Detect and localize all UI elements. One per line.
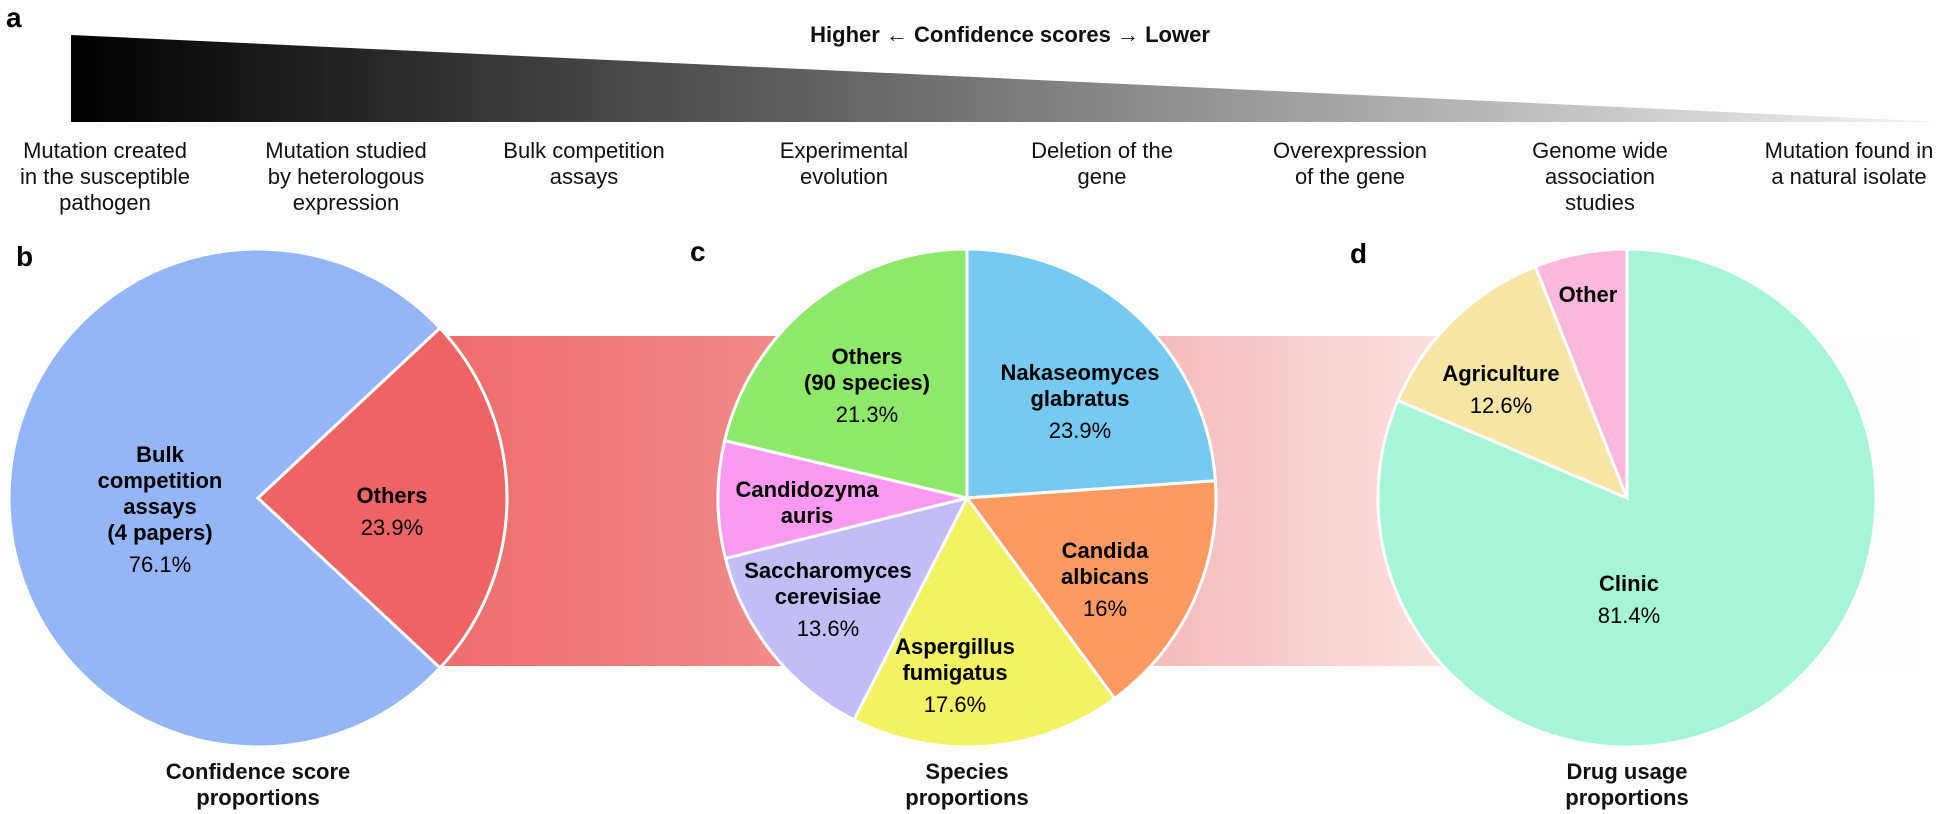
- slice-name: Other: [1558, 282, 1618, 307]
- level-label: Deletion of the gene: [1031, 138, 1173, 189]
- slice-name: Saccharomyces cerevisiae: [744, 558, 912, 609]
- level-label: Mutation found in a natural isolate: [1764, 138, 1934, 189]
- level-label: Genome wide association studies: [1532, 138, 1668, 215]
- slice-name: Clinic: [1599, 571, 1659, 596]
- slice-label: Bulk competition assays (4 papers) 76.1%: [98, 442, 223, 578]
- slice-value: 12.6%: [1469, 393, 1533, 418]
- slice-value: 21.3%: [835, 402, 899, 427]
- scale-title: Higher ← Confidence scores → Lower: [810, 22, 1210, 47]
- slice-label: Candida albicans 16%: [1061, 538, 1149, 622]
- chart-title: Species proportions: [905, 759, 1029, 810]
- pie-slice: [7, 247, 443, 749]
- slice-label: Aspergillus fumigatus 17.6%: [895, 634, 1015, 718]
- panel-label: d: [1350, 238, 1368, 269]
- pie-slice: [716, 438, 968, 561]
- slice-name: Bulk competition assays (4 papers): [97, 442, 223, 545]
- slice-label: Others (90 species) 21.3%: [804, 344, 930, 428]
- slice-name: Others (90 species): [804, 344, 930, 395]
- pie-slice: [1395, 264, 1630, 501]
- pie-slice: [965, 247, 1218, 500]
- panel-label: c: [690, 236, 706, 267]
- slice-label: Candidozyma auris: [735, 477, 878, 529]
- slice-value: 16%: [1082, 596, 1128, 621]
- slice-label: Other: [1559, 282, 1618, 308]
- panel-label: b: [16, 241, 34, 272]
- pie-slice: [722, 247, 969, 500]
- level-label: Experimental evolution: [779, 138, 909, 189]
- slice-name: Others: [356, 483, 428, 508]
- pie-slice: [851, 495, 1117, 749]
- slice-value: 23.9%: [1048, 418, 1112, 443]
- slice-label: Saccharomyces cerevisiae 13.6%: [744, 558, 912, 642]
- slice-name: Candidozyma auris: [735, 477, 879, 528]
- slice-label: Clinic 81.4%: [1598, 571, 1660, 629]
- pie-slice: [255, 325, 509, 670]
- confidence-gradient: [71, 35, 1941, 122]
- slice-label: Others 23.9%: [357, 483, 428, 541]
- slice-label: Nakaseomyces glabratus 23.9%: [1000, 360, 1159, 444]
- chart-title: Confidence score proportions: [165, 759, 351, 810]
- pie-slice: [723, 495, 970, 722]
- level-label: Overexpression of the gene: [1272, 138, 1428, 189]
- chart-title: Drug usage proportions: [1565, 759, 1689, 810]
- slice-label: Agriculture 12.6%: [1442, 361, 1559, 419]
- slice-value: 23.9%: [360, 515, 424, 540]
- level-label: Bulk competition assays: [503, 138, 665, 189]
- slice-name: Agriculture: [1442, 361, 1560, 386]
- level-label: Mutation studied by heterologous express…: [265, 138, 427, 215]
- slice-name: Nakaseomyces glabratus: [1000, 360, 1160, 411]
- panel-label: a: [6, 2, 22, 33]
- pie-slice: [1533, 247, 1629, 499]
- slice-value: 17.6%: [923, 692, 987, 717]
- slice-value: 13.6%: [796, 616, 860, 641]
- level-label: Mutation created in the susceptible path…: [20, 138, 190, 215]
- slice-value: 76.1%: [128, 552, 192, 577]
- slice-value: 81.4%: [1597, 603, 1661, 628]
- slice-name: Aspergillus fumigatus: [895, 634, 1015, 685]
- pie-slice: [964, 479, 1218, 701]
- slice-name: Candida albicans: [1060, 538, 1150, 589]
